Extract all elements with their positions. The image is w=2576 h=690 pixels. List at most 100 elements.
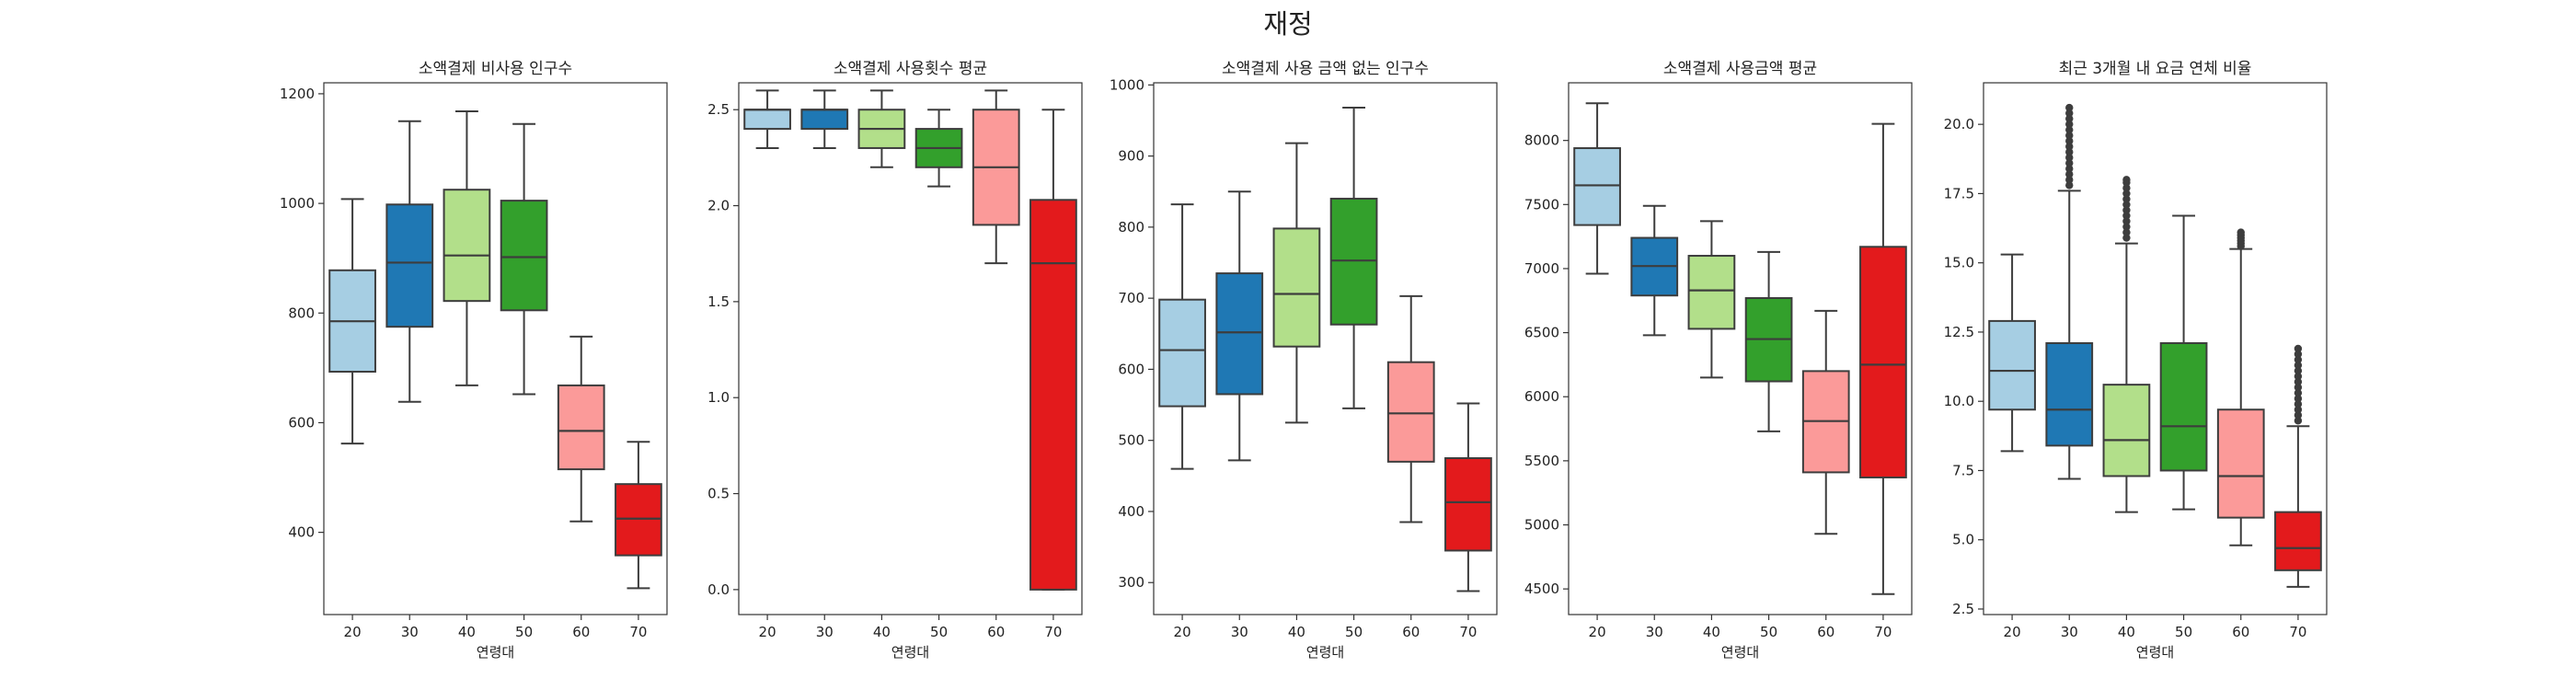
y-tick-label: 2.5 bbox=[1952, 601, 1974, 617]
iqr-box bbox=[800, 109, 849, 131]
iqr-box bbox=[1386, 361, 1435, 463]
box-60 bbox=[1386, 294, 1435, 523]
y-tick-label: 17.5 bbox=[1944, 185, 1974, 201]
x-tick-label: 50 bbox=[515, 624, 533, 640]
box-30 bbox=[800, 89, 849, 149]
x-tick-label: 60 bbox=[987, 624, 1005, 640]
outlier-point bbox=[2065, 148, 2074, 156]
plot-frame bbox=[323, 82, 668, 615]
outlier-point bbox=[2294, 344, 2303, 353]
chart-panel-1: 소액결제 비사용 인구수 400 600 800 1000 1200 20 30 40 50 60 7… bbox=[280, 60, 668, 661]
box-30 bbox=[2045, 103, 2094, 480]
outlier-point bbox=[2122, 223, 2131, 231]
x-tick-label: 50 bbox=[930, 624, 948, 640]
x-axis-label: 연령대 bbox=[1721, 644, 1759, 661]
x-tick-label: 50 bbox=[1345, 624, 1363, 640]
box-20 bbox=[743, 89, 791, 149]
y-tick-label: 15.0 bbox=[1944, 255, 1974, 271]
y-tick-label: 300 bbox=[1118, 574, 1144, 591]
box-30 bbox=[1215, 190, 1264, 462]
outlier-point bbox=[2122, 228, 2131, 236]
panel-title: 소액결제 사용횟수 평균 bbox=[834, 60, 987, 78]
outlier-point bbox=[2294, 350, 2303, 359]
x-axis-label: 연령대 bbox=[2136, 644, 2174, 661]
iqr-box bbox=[1444, 457, 1492, 552]
y-tick-label: 800 bbox=[288, 305, 315, 321]
plot-frame bbox=[1568, 82, 1913, 615]
chart-panel-5: 최근 3개월 내 요금 연체 비율 2.5 5.0 7.5 10.0 12.5 15.0 17… bbox=[1944, 60, 2328, 661]
y-tick-label: 7500 bbox=[1524, 196, 1559, 213]
iqr-box bbox=[2216, 408, 2265, 519]
iqr-box bbox=[2159, 341, 2208, 472]
outlier-point bbox=[2294, 406, 2303, 414]
y-tick-label: 2.5 bbox=[707, 101, 730, 118]
outlier-point bbox=[2065, 143, 2074, 151]
chart-panel-4: 소액결제 사용금액 평균 4500 5000 5500 6000 6500 7000 7500… bbox=[1524, 60, 1913, 661]
x-axis-label: 연령대 bbox=[891, 644, 929, 661]
x-tick-label: 40 bbox=[2118, 624, 2135, 640]
outlier-point bbox=[2065, 181, 2074, 190]
iqr-box bbox=[1215, 272, 1264, 396]
iqr-box bbox=[1687, 255, 1736, 330]
box-70 bbox=[2274, 344, 2322, 588]
outlier-point bbox=[2294, 411, 2303, 420]
y-tick-label: 1.5 bbox=[707, 293, 730, 310]
y-tick-label: 600 bbox=[288, 414, 315, 431]
box-40 bbox=[443, 109, 491, 386]
box-50 bbox=[2159, 214, 2208, 511]
iqr-box bbox=[1272, 227, 1321, 348]
outlier-point bbox=[2065, 176, 2074, 184]
iqr-box bbox=[1029, 199, 1077, 591]
y-tick-label: 1.0 bbox=[707, 389, 730, 406]
outlier-point bbox=[2294, 417, 2303, 425]
x-tick-label: 40 bbox=[458, 624, 476, 640]
box-70 bbox=[1444, 402, 1492, 592]
x-tick-label: 70 bbox=[1874, 624, 1892, 640]
x-tick-label: 60 bbox=[1817, 624, 1834, 640]
x-tick-label: 50 bbox=[2175, 624, 2192, 640]
iqr-box bbox=[385, 203, 434, 328]
x-tick-label: 20 bbox=[2004, 624, 2021, 640]
outlier-point bbox=[2122, 206, 2131, 214]
y-tick-label: 4500 bbox=[1524, 581, 1559, 597]
outlier-point bbox=[2065, 137, 2074, 145]
box-20 bbox=[1158, 203, 1206, 470]
x-tick-label: 20 bbox=[344, 624, 362, 640]
outlier-point bbox=[2294, 361, 2303, 370]
outlier-point bbox=[2122, 184, 2131, 192]
iqr-box bbox=[1573, 147, 1621, 226]
y-tick-label: 1200 bbox=[280, 86, 315, 102]
y-tick-label: 800 bbox=[1118, 219, 1144, 236]
outlier-point bbox=[2294, 388, 2303, 397]
y-tick-label: 6000 bbox=[1524, 388, 1559, 405]
box-40 bbox=[1687, 220, 1736, 379]
outlier-point bbox=[2122, 201, 2131, 209]
box-40 bbox=[857, 89, 906, 168]
x-tick-label: 60 bbox=[1402, 624, 1420, 640]
outlier-point bbox=[2065, 109, 2074, 118]
chart-panel-2: 소액결제 사용횟수 평균 0.0 0.5 1.0 1.5 2.0 2.5 20 30 40 50 60… bbox=[707, 60, 1083, 661]
x-axis-label: 연령대 bbox=[1306, 644, 1344, 661]
y-tick-label: 900 bbox=[1118, 148, 1144, 165]
iqr-box bbox=[1988, 319, 2036, 411]
iqr-box bbox=[557, 384, 605, 471]
iqr-box bbox=[1329, 197, 1378, 326]
x-tick-label: 40 bbox=[1288, 624, 1305, 640]
outlier-point bbox=[2122, 195, 2131, 203]
outlier-point bbox=[2065, 165, 2074, 173]
plot-frame bbox=[738, 82, 1083, 615]
y-tick-label: 1000 bbox=[1110, 76, 1144, 93]
outlier-point bbox=[2122, 217, 2131, 225]
iqr-box bbox=[443, 189, 491, 303]
outlier-point bbox=[2122, 190, 2131, 198]
plot-frame bbox=[1983, 82, 2328, 615]
outlier-point bbox=[2065, 159, 2074, 167]
outlier-point bbox=[2122, 234, 2131, 242]
chart-panel-3: 소액결제 사용 금액 없는 인구수 300 400 500 600 700 800 900 10… bbox=[1110, 60, 1498, 661]
panel-title: 최근 3개월 내 요금 연체 비율 bbox=[2059, 60, 2252, 78]
x-tick-label: 30 bbox=[2061, 624, 2078, 640]
outlier-point bbox=[2294, 383, 2303, 392]
x-tick-label: 60 bbox=[572, 624, 590, 640]
x-tick-label: 70 bbox=[1459, 624, 1477, 640]
